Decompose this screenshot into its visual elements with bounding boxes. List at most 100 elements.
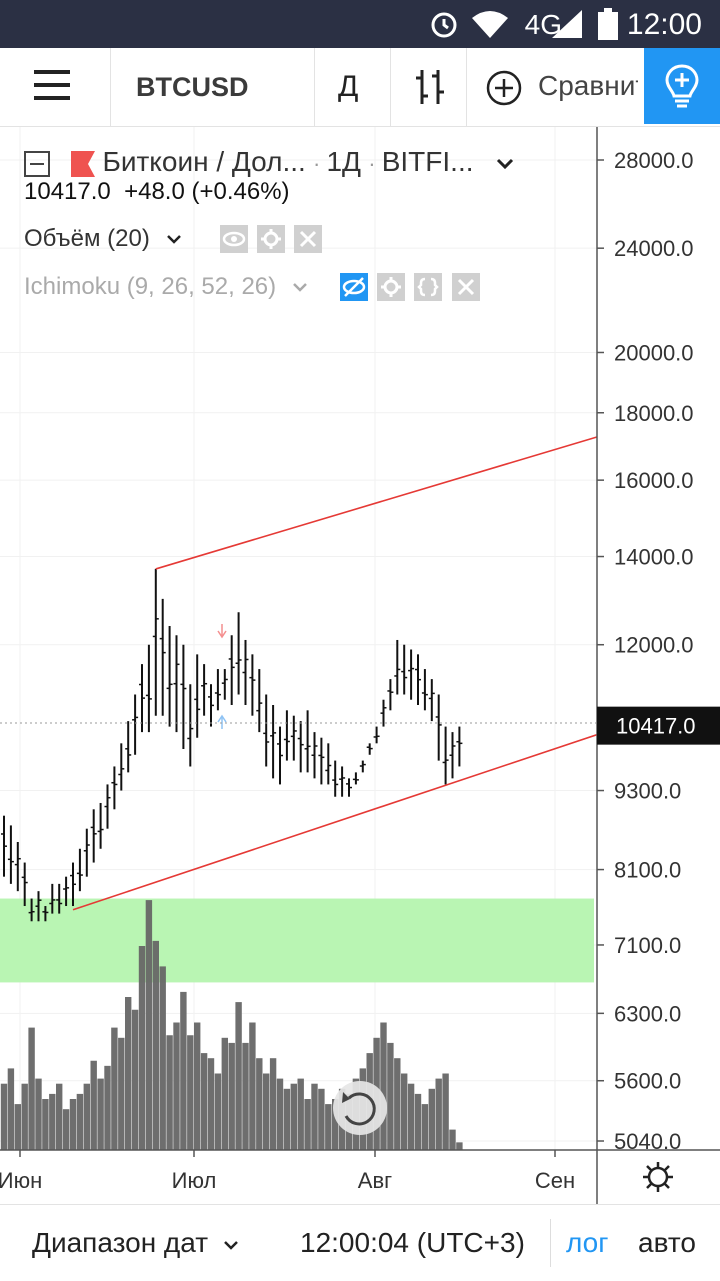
volume-bar [180,991,187,1150]
volume-bar [311,1083,318,1150]
date-range-button[interactable]: Диапазон дат [32,1227,240,1259]
volume-bar [269,1058,277,1150]
collapse-legend-icon[interactable] [24,151,50,178]
trendline [72,717,646,911]
y-tick-label: 5600.0 [614,1069,681,1094]
session-time[interactable]: 12:00:04 (UTC+3) [300,1227,525,1258]
menu-icon[interactable] [34,70,70,100]
volume-bar [304,1099,311,1150]
top-toolbar: BTCUSD Д Сравнить [0,48,720,127]
y-tick-label: 28000.0 [614,148,694,173]
volume-bar [194,1022,201,1150]
gear-icon[interactable] [377,273,406,302]
price-axis[interactable]: 28000.0 24000.0 20000.0 18000.0 16000.0 14000… [597,148,720,1154]
source-code-icon[interactable] [414,273,443,302]
close-icon[interactable] [451,273,480,302]
volume-bar [421,1104,429,1150]
volume-bars [0,900,463,1150]
wifi-icon [472,11,508,38]
volume-bar [145,900,153,1150]
signal-icon [552,10,582,38]
volume-bar [159,966,166,1150]
auto-scale-toggle[interactable]: авто [638,1227,696,1258]
volume-bar [138,946,146,1150]
current-price-badge [597,706,720,745]
bar-style-icon[interactable] [412,68,448,106]
y-tick-label: 6300.0 [614,1001,681,1026]
battery-icon [598,8,618,40]
compare-button[interactable]: Сравнить [538,70,638,101]
volume-bar [0,1083,8,1150]
reset-chart-icon[interactable] [333,1081,387,1135]
volume-bar [14,1104,21,1150]
y-tick-label: 7100.0 [614,933,681,958]
x-tick-label: Июн [0,1168,42,1193]
chevron-down-icon[interactable] [495,157,515,171]
volume-bar [332,1099,339,1150]
x-tick-label: Авг [358,1168,392,1193]
volume-bar [428,1088,435,1150]
y-tick-label: 20000.0 [614,340,694,365]
volume-bar [297,1078,304,1150]
volume-bar [21,1083,28,1150]
volume-bar [290,1083,297,1150]
legend-main[interactable]: Биткоин / Дол... · 1Д · BITFI... [24,146,515,178]
price-axis-bg [597,127,720,1151]
volume-bar [256,1058,263,1150]
y-tick-label: 16000.0 [614,468,694,493]
eye-icon[interactable] [219,225,248,254]
close-icon[interactable] [293,225,322,254]
volume-bar [318,1088,325,1150]
log-scale-toggle[interactable]: лог [566,1227,609,1258]
volume-bar [56,1083,63,1150]
chevron-down-icon[interactable] [165,233,183,245]
volume-bar [35,1078,42,1150]
clock: 12:00 [626,8,702,41]
volume-bar [442,1073,449,1150]
interval-selector[interactable]: Д [338,70,359,103]
ichimoku-label: Ichimoku (9, 26, 52, 26) [24,273,277,300]
legend-ichimoku[interactable]: Ichimoku (9, 26, 52, 26) [24,270,480,302]
legend-volume[interactable]: Объём (20) [24,222,322,254]
volume-bar [414,1093,422,1150]
y-tick-label: 12000.0 [614,633,694,658]
volume-bar [380,1022,387,1150]
volume-bar [449,1129,456,1150]
volume-bar [118,1037,125,1150]
volume-bar [28,1027,35,1150]
settings-gear-icon[interactable] [643,1162,673,1192]
y-tick-label: 8100.0 [614,858,681,883]
hidden-eye-icon[interactable] [339,273,368,302]
legend-title: Биткоин / Дол... [102,146,306,177]
volume-bar [173,1022,180,1150]
volume-bar [131,1009,139,1150]
chevron-down-icon [223,1240,238,1250]
volume-bar [90,1060,97,1150]
volume-bar [104,1065,111,1150]
gear-icon[interactable] [256,225,285,254]
alarm-icon [431,12,457,38]
compare-plus-icon[interactable] [486,70,522,106]
symbol-selector[interactable]: BTCUSD [136,72,249,102]
volume-bar [407,1083,415,1150]
volume-bar [283,1088,291,1150]
price-chart[interactable]: 28000.0 24000.0 20000.0 18000.0 16000.0 14000… [0,127,720,1204]
volume-bar [221,1037,228,1150]
bottom-bar: Диапазон дат 12:00:04 (UTC+3) лог авто [0,1204,720,1281]
volume-bar [401,1073,408,1150]
volume-bar [235,1002,242,1150]
y-tick-label: 18000.0 [614,401,694,426]
publish-idea-button[interactable] [644,48,720,124]
flag-icon [71,151,96,178]
chevron-down-icon[interactable] [291,281,309,293]
trendlines[interactable] [72,421,646,911]
x-tick-label: Сен [535,1168,575,1193]
volume-bar [456,1142,463,1150]
price-bars [1,568,463,922]
volume-bar [7,1068,15,1150]
y-tick-label: 9300.0 [614,779,681,804]
time-axis[interactable]: Июн Июл Авг Сен [0,1150,575,1193]
volume-bar [242,1042,249,1150]
volume-bar [249,1022,256,1150]
volume-bar [83,1083,90,1150]
